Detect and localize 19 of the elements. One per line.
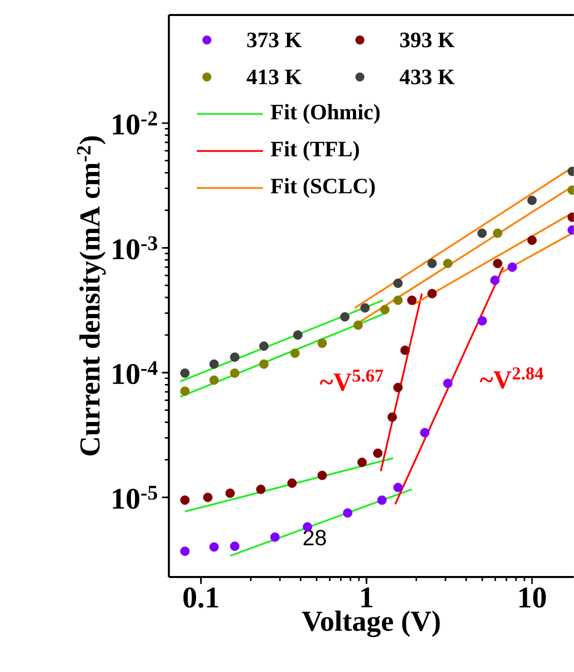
legend-label: Fit (SCLC) <box>270 178 375 198</box>
annotation: ~V$^{5.67}$ <box>320 370 384 391</box>
y-tick-label: 10$^{-2}$ <box>113 112 158 135</box>
legend-label: Fit (Ohmic) <box>270 104 380 124</box>
x-tick-label: 0.1 <box>183 587 218 608</box>
x-axis-title: Voltage (V) <box>302 610 440 638</box>
legend-label: Fit (TFL) <box>270 141 359 161</box>
x-tick-label: 1 <box>361 587 372 608</box>
annotation: ~V$^{2.84}$ <box>480 367 544 389</box>
annotation: 28 <box>304 530 326 546</box>
legend-label: 393 K <box>400 32 455 48</box>
y-axis-title: Current density(mA cm$^{-2}$) <box>77 136 106 456</box>
legend-label: 433 K <box>400 70 455 84</box>
x-tick-label: 10 <box>520 587 546 608</box>
y-tick-label: 10$^{-3}$ <box>113 236 158 260</box>
y-tick-label: 10$^{-4}$ <box>113 361 158 384</box>
legend-label: 373 K <box>247 32 302 48</box>
y-tick-label: 10$^{-5}$ <box>113 486 158 509</box>
legend-label: 413 K <box>246 70 302 84</box>
